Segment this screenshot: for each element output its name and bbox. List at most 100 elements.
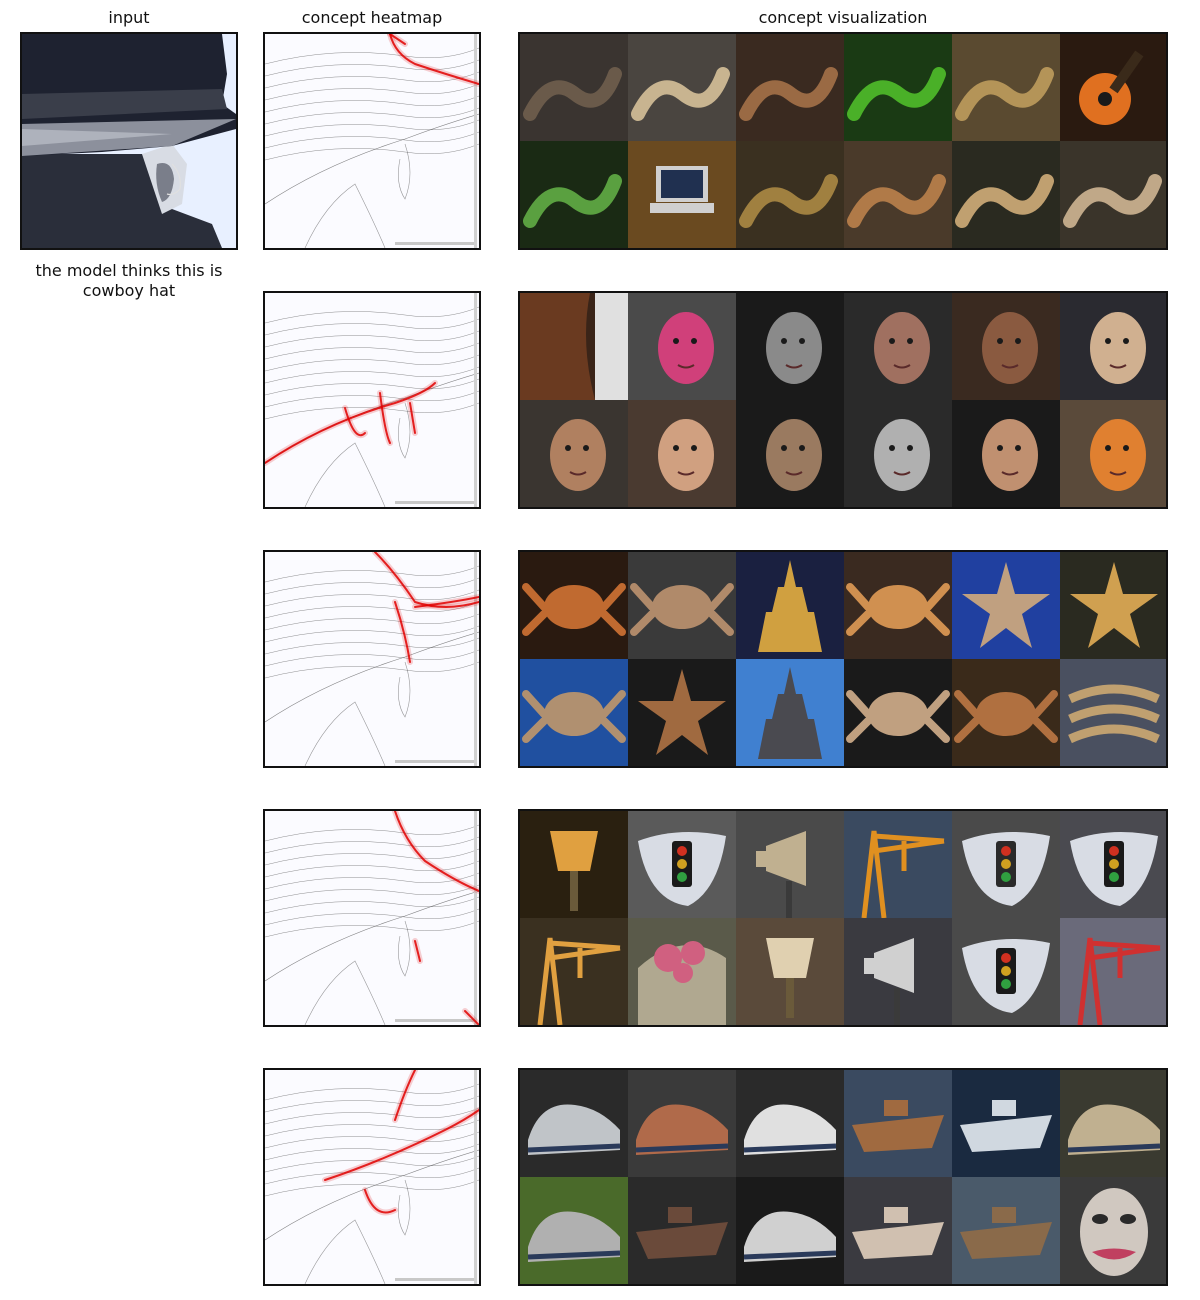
concept-example-tile bbox=[736, 918, 844, 1025]
crab-icon bbox=[630, 583, 734, 636]
heatmap-column-title: concept heatmap bbox=[301, 8, 443, 27]
heatmap-edges-icon bbox=[265, 293, 479, 507]
flower-icon bbox=[638, 941, 726, 1025]
concept-example-tile bbox=[952, 400, 1060, 507]
concept-heatmap bbox=[263, 32, 481, 250]
concept-example-tile bbox=[1060, 1070, 1166, 1177]
concept-visualization-grid bbox=[518, 1068, 1168, 1286]
crab-icon bbox=[522, 690, 626, 743]
ship-icon bbox=[960, 1100, 1052, 1152]
concept-example-tile bbox=[736, 659, 844, 766]
concept-heatmap bbox=[263, 1068, 481, 1286]
concept-example-tile bbox=[952, 811, 1060, 918]
concept-example-tile bbox=[628, 141, 736, 248]
concept-example-tile bbox=[520, 400, 628, 507]
concept-example-tile bbox=[736, 1070, 844, 1177]
concept-example-tile bbox=[844, 293, 952, 400]
concept-example-tile bbox=[1060, 918, 1166, 1025]
ship-icon bbox=[852, 1100, 944, 1152]
crab-icon bbox=[522, 583, 626, 636]
concept-visualization-grid bbox=[518, 291, 1168, 509]
concept-example-tile bbox=[1060, 552, 1166, 659]
face-icon bbox=[658, 419, 714, 491]
concept-example-tile bbox=[1060, 659, 1166, 766]
concept-example-tile bbox=[844, 1070, 952, 1177]
face-icon bbox=[874, 419, 930, 491]
crab-icon bbox=[954, 690, 1058, 743]
lamp-icon bbox=[550, 831, 598, 911]
concept-example-tile bbox=[628, 552, 736, 659]
snake-icon bbox=[955, 67, 1054, 121]
concept-example-tile bbox=[628, 1177, 736, 1284]
heatmap-edges-icon bbox=[265, 1070, 479, 1284]
concept-example-tile bbox=[628, 918, 736, 1025]
face-icon bbox=[550, 419, 606, 491]
concept-example-tile bbox=[844, 34, 952, 141]
input-column-title: input bbox=[108, 8, 150, 27]
concept-example-tile bbox=[844, 918, 952, 1025]
concept-example-tile bbox=[736, 1177, 844, 1284]
concept-example-tile bbox=[844, 659, 952, 766]
face-icon bbox=[982, 312, 1038, 384]
ship-icon bbox=[852, 1207, 944, 1259]
starfish-icon bbox=[638, 669, 726, 755]
snake-icon bbox=[523, 67, 622, 121]
face-icon bbox=[874, 312, 930, 384]
pagoda-icon bbox=[758, 560, 822, 652]
visualization-column-title: concept visualization bbox=[758, 8, 928, 27]
horn-icon bbox=[756, 831, 806, 918]
shoe-icon bbox=[527, 1211, 621, 1262]
concept-example-tile bbox=[1060, 34, 1166, 141]
concept-example-tile bbox=[520, 811, 628, 918]
face-icon bbox=[982, 419, 1038, 491]
input-image bbox=[20, 32, 238, 250]
concept-example-tile bbox=[520, 34, 628, 141]
concept-example-tile bbox=[520, 552, 628, 659]
concept-example-tile bbox=[952, 659, 1060, 766]
crane-icon bbox=[537, 937, 621, 1025]
concept-example-tile bbox=[952, 141, 1060, 248]
face-icon bbox=[1090, 419, 1146, 491]
concept-example-tile bbox=[736, 34, 844, 141]
traffic-light-icon bbox=[638, 832, 726, 906]
concept-example-tile bbox=[952, 34, 1060, 141]
crane-icon bbox=[1077, 937, 1161, 1025]
horn-icon bbox=[864, 938, 914, 1025]
concept-example-tile bbox=[520, 141, 628, 248]
ship-icon bbox=[636, 1207, 728, 1259]
snake-icon bbox=[739, 67, 838, 121]
concept-visualization-grid bbox=[518, 809, 1168, 1027]
concept-example-tile bbox=[736, 552, 844, 659]
snake-icon bbox=[955, 174, 1054, 228]
concept-example-tile bbox=[1060, 293, 1166, 400]
concept-example-tile bbox=[1060, 400, 1166, 507]
concept-example-tile bbox=[844, 1177, 952, 1284]
concept-example-tile bbox=[628, 293, 736, 400]
concept-example-tile bbox=[952, 552, 1060, 659]
shoe-icon bbox=[1067, 1104, 1161, 1155]
snake-icon bbox=[631, 67, 730, 121]
crab-icon bbox=[846, 583, 950, 636]
traffic-light-icon bbox=[1070, 832, 1158, 906]
concept-heatmap bbox=[263, 809, 481, 1027]
face-icon bbox=[658, 312, 714, 384]
snake-icon bbox=[1063, 174, 1162, 228]
concept-example-tile bbox=[520, 659, 628, 766]
snake-icon bbox=[847, 174, 946, 228]
concept-example-tile bbox=[520, 1070, 628, 1177]
concept-example-tile bbox=[736, 293, 844, 400]
concept-example-tile bbox=[1060, 811, 1166, 918]
concept-visualization-grid bbox=[518, 550, 1168, 768]
concept-example-tile bbox=[628, 400, 736, 507]
concept-example-tile bbox=[952, 293, 1060, 400]
hair-icon bbox=[520, 293, 628, 400]
shoe-icon bbox=[527, 1104, 621, 1155]
starfish-icon bbox=[962, 562, 1050, 648]
face-icon bbox=[766, 419, 822, 491]
concept-example-tile bbox=[844, 811, 952, 918]
heatmap-edges-icon bbox=[265, 34, 479, 248]
concept-example-tile bbox=[520, 1177, 628, 1284]
snake-icon bbox=[523, 174, 622, 228]
face-icon bbox=[766, 312, 822, 384]
concept-example-tile bbox=[520, 293, 628, 400]
